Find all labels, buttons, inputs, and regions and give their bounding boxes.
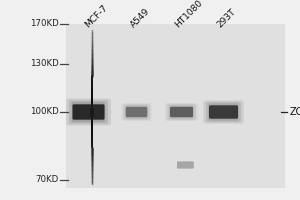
FancyBboxPatch shape [208, 103, 239, 121]
FancyBboxPatch shape [126, 107, 147, 117]
FancyBboxPatch shape [203, 100, 244, 124]
Text: HT1080: HT1080 [174, 0, 205, 29]
FancyBboxPatch shape [177, 161, 194, 169]
Text: A549: A549 [129, 6, 152, 29]
Text: 70KD: 70KD [35, 176, 58, 184]
FancyBboxPatch shape [123, 104, 150, 120]
Text: 170KD: 170KD [30, 20, 58, 28]
FancyBboxPatch shape [169, 105, 194, 119]
Text: ZC3H14: ZC3H14 [290, 107, 300, 117]
Text: 293T: 293T [216, 7, 238, 29]
FancyBboxPatch shape [206, 102, 241, 122]
FancyBboxPatch shape [69, 100, 108, 124]
FancyBboxPatch shape [167, 104, 196, 120]
FancyBboxPatch shape [166, 103, 197, 121]
Bar [66, 24, 285, 188]
FancyBboxPatch shape [209, 105, 238, 119]
Text: MCF-7: MCF-7 [84, 3, 110, 29]
FancyBboxPatch shape [122, 103, 152, 121]
FancyBboxPatch shape [72, 102, 105, 122]
Text: 100KD: 100KD [30, 108, 58, 116]
FancyBboxPatch shape [73, 104, 105, 120]
Text: 130KD: 130KD [30, 60, 58, 68]
FancyBboxPatch shape [125, 105, 148, 119]
FancyBboxPatch shape [170, 107, 193, 117]
FancyBboxPatch shape [66, 99, 111, 125]
